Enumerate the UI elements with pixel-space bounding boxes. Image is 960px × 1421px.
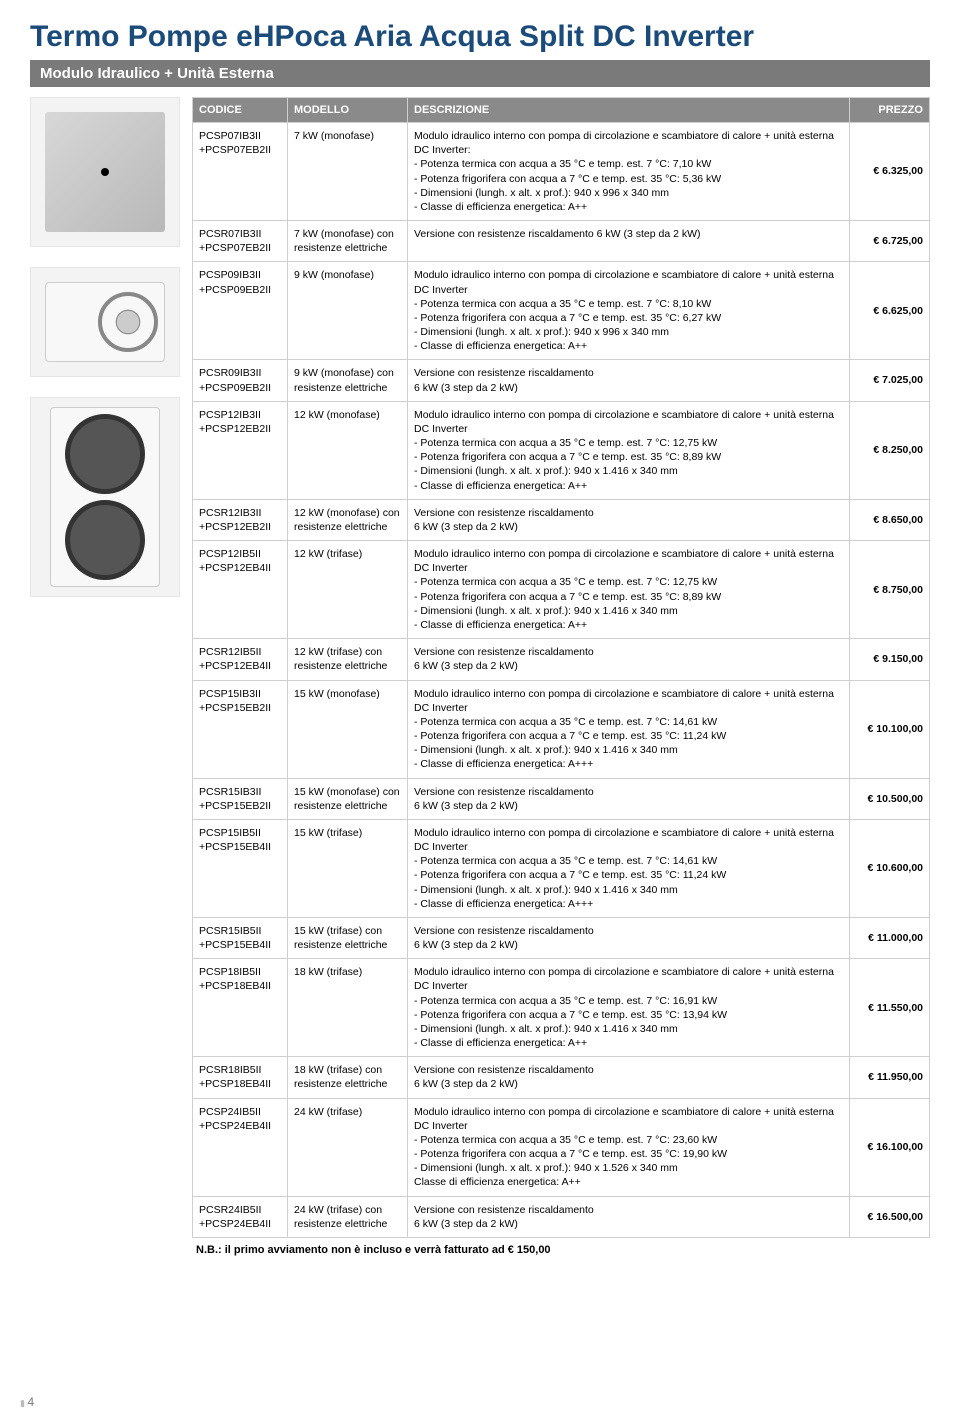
header-price: PREZZO — [850, 98, 930, 123]
cell-model: 9 kW (monofase) — [288, 262, 408, 360]
cell-price: € 10.500,00 — [850, 778, 930, 819]
cell-description: Modulo idraulico interno con pompa di ci… — [408, 401, 850, 499]
table-row: PCSR24IB5II+PCSP24EB4II24 kW (trifase) c… — [193, 1196, 930, 1237]
cell-model: 15 kW (trifase) — [288, 819, 408, 917]
cell-price: € 8.750,00 — [850, 541, 930, 639]
cell-model: 18 kW (trifase) con resistenze elettrich… — [288, 1057, 408, 1098]
table-row: PCSR07IB3II+PCSP07EB2II7 kW (monofase) c… — [193, 221, 930, 262]
cell-description: Modulo idraulico interno con pompa di ci… — [408, 819, 850, 917]
cell-code: PCSP12IB3II+PCSP12EB2II — [193, 401, 288, 499]
cell-price: € 11.000,00 — [850, 917, 930, 958]
cell-price: € 8.650,00 — [850, 499, 930, 540]
cell-price: € 9.150,00 — [850, 639, 930, 680]
table-row: PCSP07IB3II+PCSP07EB2II7 kW (monofase)Mo… — [193, 123, 930, 221]
table-row: PCSP15IB3II+PCSP15EB2II15 kW (monofase)M… — [193, 680, 930, 778]
cell-price: € 6.725,00 — [850, 221, 930, 262]
page-number: 4 — [20, 1395, 34, 1409]
cell-price: € 11.550,00 — [850, 959, 930, 1057]
table-row: PCSR18IB5II+PCSP18EB4II18 kW (trifase) c… — [193, 1057, 930, 1098]
cell-description: Modulo idraulico interno con pompa di ci… — [408, 1098, 850, 1196]
cell-description: Modulo idraulico interno con pompa di ci… — [408, 959, 850, 1057]
product-table: CODICE MODELLO DESCRIZIONE PREZZO PCSP07… — [192, 97, 930, 1238]
cell-description: Versione con resistenze riscaldamento 6 … — [408, 221, 850, 262]
cell-description: Versione con resistenze riscaldamento6 k… — [408, 360, 850, 401]
header-code: CODICE — [193, 98, 288, 123]
cell-price: € 11.950,00 — [850, 1057, 930, 1098]
cell-code: PCSR15IB3II+PCSP15EB2II — [193, 778, 288, 819]
cell-description: Versione con resistenze riscaldamento6 k… — [408, 499, 850, 540]
cell-model: 12 kW (trifase) con resistenze elettrich… — [288, 639, 408, 680]
cell-price: € 16.100,00 — [850, 1098, 930, 1196]
cell-description: Modulo idraulico interno con pompa di ci… — [408, 541, 850, 639]
cell-code: PCSP15IB5II+PCSP15EB4II — [193, 819, 288, 917]
cell-description: Modulo idraulico interno con pompa di ci… — [408, 123, 850, 221]
cell-model: 24 kW (trifase) con resistenze elettrich… — [288, 1196, 408, 1237]
cell-model: 7 kW (monofase) — [288, 123, 408, 221]
table-row: PCSR09IB3II+PCSP09EB2II9 kW (monofase) c… — [193, 360, 930, 401]
cell-description: Versione con resistenze riscaldamento6 k… — [408, 1057, 850, 1098]
table-row: PCSP12IB3II+PCSP12EB2II12 kW (monofase)M… — [193, 401, 930, 499]
cell-description: Modulo idraulico interno con pompa di ci… — [408, 262, 850, 360]
cell-model: 7 kW (monofase) con resistenze elettrich… — [288, 221, 408, 262]
header-desc: DESCRIZIONE — [408, 98, 850, 123]
cell-code: PCSR12IB3II+PCSP12EB2II — [193, 499, 288, 540]
cell-code: PCSP12IB5II+PCSP12EB4II — [193, 541, 288, 639]
table-row: PCSR12IB3II+PCSP12EB2II12 kW (monofase) … — [193, 499, 930, 540]
outdoor-unit-small-image — [30, 267, 180, 377]
cell-code: PCSR18IB5II+PCSP18EB4II — [193, 1057, 288, 1098]
cell-code: PCSR15IB5II+PCSP15EB4II — [193, 917, 288, 958]
outdoor-unit-large-image — [30, 397, 180, 597]
cell-code: PCSR24IB5II+PCSP24EB4II — [193, 1196, 288, 1237]
cell-code: PCSP15IB3II+PCSP15EB2II — [193, 680, 288, 778]
table-row: PCSP15IB5II+PCSP15EB4II15 kW (trifase)Mo… — [193, 819, 930, 917]
cell-model: 9 kW (monofase) con resistenze elettrich… — [288, 360, 408, 401]
header-model: MODELLO — [288, 98, 408, 123]
cell-code: PCSP18IB5II+PCSP18EB4II — [193, 959, 288, 1057]
cell-code: PCSP07IB3II+PCSP07EB2II — [193, 123, 288, 221]
cell-model: 15 kW (monofase) con resistenze elettric… — [288, 778, 408, 819]
table-row: PCSP24IB5II+PCSP24EB4II24 kW (trifase)Mo… — [193, 1098, 930, 1196]
table-row: PCSP09IB3II+PCSP09EB2II9 kW (monofase)Mo… — [193, 262, 930, 360]
cell-code: PCSR12IB5II+PCSP12EB4II — [193, 639, 288, 680]
cell-code: PCSR09IB3II+PCSP09EB2II — [193, 360, 288, 401]
table-row: PCSP18IB5II+PCSP18EB4II18 kW (trifase)Mo… — [193, 959, 930, 1057]
cell-model: 15 kW (trifase) con resistenze elettrich… — [288, 917, 408, 958]
cell-model: 15 kW (monofase) — [288, 680, 408, 778]
cell-price: € 10.100,00 — [850, 680, 930, 778]
cell-code: PCSP24IB5II+PCSP24EB4II — [193, 1098, 288, 1196]
cell-model: 12 kW (trifase) — [288, 541, 408, 639]
cell-description: Versione con resistenze riscaldamento6 k… — [408, 917, 850, 958]
page-title: Termo Pompe eHPoca Aria Acqua Split DC I… — [30, 20, 930, 54]
cell-code: PCSR07IB3II+PCSP07EB2II — [193, 221, 288, 262]
cell-price: € 6.625,00 — [850, 262, 930, 360]
table-header-row: CODICE MODELLO DESCRIZIONE PREZZO — [193, 98, 930, 123]
cell-price: € 6.325,00 — [850, 123, 930, 221]
cell-model: 18 kW (trifase) — [288, 959, 408, 1057]
cell-description: Modulo idraulico interno con pompa di ci… — [408, 680, 850, 778]
cell-model: 24 kW (trifase) — [288, 1098, 408, 1196]
table-row: PCSR15IB3II+PCSP15EB2II15 kW (monofase) … — [193, 778, 930, 819]
table-row: PCSR12IB5II+PCSP12EB4II12 kW (trifase) c… — [193, 639, 930, 680]
cell-price: € 8.250,00 — [850, 401, 930, 499]
cell-model: 12 kW (monofase) con resistenze elettric… — [288, 499, 408, 540]
footnote: N.B.: il primo avviamento non è incluso … — [192, 1238, 930, 1256]
cell-code: PCSP09IB3II+PCSP09EB2II — [193, 262, 288, 360]
subtitle-bar: Modulo Idraulico + Unità Esterna — [30, 60, 930, 87]
cell-price: € 10.600,00 — [850, 819, 930, 917]
cell-price: € 16.500,00 — [850, 1196, 930, 1237]
cell-description: Versione con resistenze riscaldamento6 k… — [408, 639, 850, 680]
table-row: PCSP12IB5II+PCSP12EB4II12 kW (trifase)Mo… — [193, 541, 930, 639]
cell-description: Versione con resistenze riscaldamento6 k… — [408, 1196, 850, 1237]
hydro-module-image — [30, 97, 180, 247]
table-row: PCSR15IB5II+PCSP15EB4II15 kW (trifase) c… — [193, 917, 930, 958]
cell-model: 12 kW (monofase) — [288, 401, 408, 499]
cell-description: Versione con resistenze riscaldamento6 k… — [408, 778, 850, 819]
cell-price: € 7.025,00 — [850, 360, 930, 401]
product-images-column — [30, 97, 180, 1256]
